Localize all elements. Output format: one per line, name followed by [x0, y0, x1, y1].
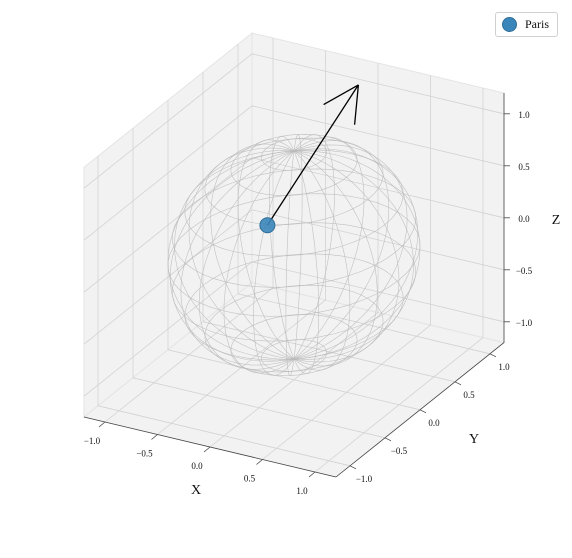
sphere-meridian-10 — [237, 139, 295, 360]
z-axis-label: Z — [552, 213, 561, 228]
y-tick-label-0: −1.0 — [356, 474, 373, 484]
legend: Paris — [495, 12, 558, 37]
y-tick-mark-0 — [349, 465, 357, 470]
sphere-meridian-16 — [180, 150, 295, 366]
y-tick-mark-4 — [489, 353, 497, 358]
y-tick-label-1: −0.5 — [391, 446, 408, 456]
grid-z-back-3 — [251, 105, 505, 167]
x-tick-mark-2 — [203, 446, 211, 453]
data-point-paris-0 — [259, 217, 276, 234]
legend-marker-paris — [502, 17, 517, 32]
sphere-meridian-7 — [293, 134, 335, 360]
sphere-meridian-9 — [268, 135, 295, 360]
sphere-meridian-15 — [169, 150, 295, 362]
grid-z-back-1 — [251, 209, 505, 271]
sphere-meridian-21 — [293, 150, 320, 375]
grid-z-side-1 — [83, 209, 253, 345]
sphere-meridian-6 — [293, 136, 365, 360]
grid-y-floor-0 — [97, 405, 351, 467]
x-axis-label: X — [191, 483, 201, 498]
sphere-meridian-14 — [167, 150, 295, 360]
grid-z-back-4 — [251, 53, 505, 115]
z-tick-label-2: 0.0 — [518, 214, 530, 224]
x-tick-label-0: −1.0 — [84, 436, 101, 446]
vector-arrow-head-right — [353, 84, 360, 125]
sphere-meridian-22 — [293, 150, 351, 371]
y-tick-label-2: 0.0 — [428, 418, 440, 428]
vector-arrow-head-left — [323, 84, 359, 106]
x-tick-mark-1 — [151, 434, 158, 440]
sphere-meridian-0 — [293, 150, 400, 363]
x-tick-mark-4 — [308, 471, 316, 478]
y-tick-mark-1 — [384, 437, 392, 442]
legend-label-paris: Paris — [525, 17, 549, 31]
z-tick-label-3: 0.5 — [518, 162, 530, 172]
sphere-meridian-1 — [293, 150, 414, 360]
grid-z-back-0 — [251, 261, 505, 323]
x-tick-label-2: 0.0 — [191, 461, 203, 471]
sphere-meridian-23 — [293, 150, 378, 367]
x-tick-mark-3 — [256, 459, 263, 465]
sphere-meridian-18 — [223, 150, 295, 374]
sphere-meridian-8 — [293, 134, 303, 360]
grid-y-floor-1 — [132, 377, 386, 439]
sphere-meridian-3 — [293, 148, 419, 360]
vector-arrow-shaft — [266, 84, 359, 226]
x-tick-label-1: −0.5 — [136, 449, 153, 459]
sphere-meridian-20 — [285, 150, 295, 376]
grid-z-side-0 — [83, 261, 253, 397]
z-tick-label-4: 1.0 — [518, 110, 530, 120]
x-tick-label-3: 0.5 — [244, 474, 256, 484]
z-tick-label-0: −1.0 — [516, 318, 533, 328]
y-tick-mark-2 — [419, 409, 427, 414]
grid-z-side-3 — [83, 105, 253, 241]
sphere-meridian-12 — [188, 147, 295, 360]
grid-z-side-4 — [83, 53, 253, 189]
x-tick-label-4: 1.0 — [296, 486, 308, 496]
grid-z-side-2 — [83, 157, 253, 293]
y-tick-mark-3 — [454, 381, 462, 386]
y-axis-label: Y — [469, 432, 479, 447]
y-tick-label-4: 1.0 — [498, 362, 510, 372]
grid-y-floor-2 — [167, 349, 421, 411]
y-tick-label-3: 0.5 — [463, 390, 475, 400]
sphere-meridian-13 — [174, 150, 295, 360]
sphere-meridian-2 — [293, 150, 421, 360]
sphere-meridian-11 — [210, 143, 295, 360]
grid-y-floor-3 — [202, 321, 456, 383]
sphere-meridian-5 — [293, 140, 390, 360]
x-tick-mark-0 — [98, 421, 106, 428]
sphere-meridian-19 — [253, 150, 295, 376]
sphere-meridian-4 — [293, 144, 408, 360]
sphere-meridian-17 — [198, 150, 295, 370]
z-tick-label-1: −0.5 — [516, 266, 533, 276]
